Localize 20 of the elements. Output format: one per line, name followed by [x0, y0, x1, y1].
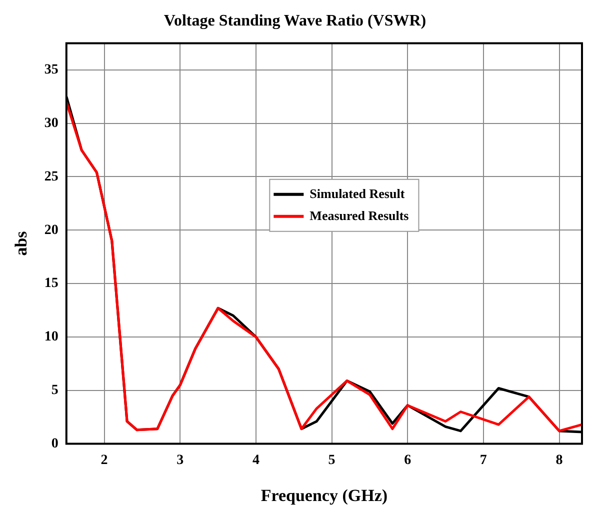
x-tick-label: 4	[252, 452, 260, 468]
y-tick-label: 35	[44, 62, 58, 78]
x-tick-label: 6	[404, 452, 412, 468]
y-tick-label: 0	[51, 436, 58, 452]
y-tick-label: 15	[44, 276, 58, 292]
y-tick-label: 20	[44, 222, 58, 238]
x-tick-label: 7	[480, 452, 487, 468]
x-axis-title: Frequency (GHz)	[260, 486, 388, 506]
y-axis-title: abs	[12, 230, 31, 256]
y-tick-label: 30	[44, 116, 58, 131]
legend-label: Simulated Result	[310, 186, 406, 201]
x-tick-label: 8	[556, 452, 563, 468]
y-tick-label: 25	[44, 169, 58, 184]
chart-title: Voltage Standing Wave Ratio (VSWR)	[164, 12, 426, 30]
x-tick-label: 5	[328, 452, 336, 468]
x-tick-label: 2	[100, 452, 108, 468]
y-tick-label: 10	[44, 330, 58, 345]
y-tick-label: 5	[51, 382, 58, 398]
x-tick-label: 3	[176, 452, 184, 468]
legend-label: Measured Results	[310, 208, 409, 223]
